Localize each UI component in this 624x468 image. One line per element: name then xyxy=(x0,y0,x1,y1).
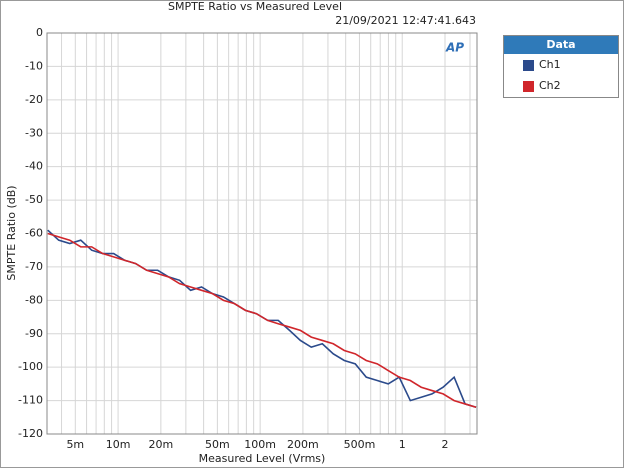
x-axis-label: Measured Level (Vrms) xyxy=(199,452,326,465)
logo: AP xyxy=(445,41,464,55)
y-tick-label: -20 xyxy=(25,93,43,106)
x-tick-label: 100m xyxy=(244,438,276,451)
plot-area-border xyxy=(46,32,478,435)
x-tick-label: 5m xyxy=(66,438,84,451)
x-tick-label: 1 xyxy=(399,438,406,451)
legend-label: Ch2 xyxy=(539,79,561,92)
y-axis-label: SMPTE Ratio (dB) xyxy=(5,185,18,280)
y-tick-label: -70 xyxy=(25,260,43,273)
x-tick-label: 500m xyxy=(344,438,376,451)
series-line xyxy=(47,232,477,409)
y-tick-label: -120 xyxy=(18,427,43,440)
x-tick-label: 20m xyxy=(148,438,173,451)
y-tick-label: -60 xyxy=(25,227,43,240)
legend-label: Ch1 xyxy=(539,58,561,71)
legend-swatch xyxy=(523,81,534,92)
x-tick-label: 10m xyxy=(106,438,131,451)
y-tick-label: 0 xyxy=(36,26,43,39)
x-tick-label: 50m xyxy=(205,438,230,451)
timestamp: 21/09/2021 12:47:41.643 xyxy=(335,14,476,27)
y-tick-label: -50 xyxy=(25,193,43,206)
x-tick-label: 2 xyxy=(441,438,448,451)
y-tick-label: -40 xyxy=(25,160,43,173)
legend-header xyxy=(504,36,618,54)
y-tick-label: -30 xyxy=(25,126,43,139)
y-tick-label: -80 xyxy=(25,293,43,306)
y-tick-label: -100 xyxy=(18,360,43,373)
y-tick-label: -10 xyxy=(25,59,43,72)
x-tick-label: 200m xyxy=(287,438,319,451)
legend-title: Data xyxy=(546,38,575,51)
y-tick-label: -90 xyxy=(25,327,43,340)
chart-title: SMPTE Ratio vs Measured Level xyxy=(168,0,342,13)
legend-swatch xyxy=(523,60,534,71)
y-tick-label: -110 xyxy=(18,394,43,407)
